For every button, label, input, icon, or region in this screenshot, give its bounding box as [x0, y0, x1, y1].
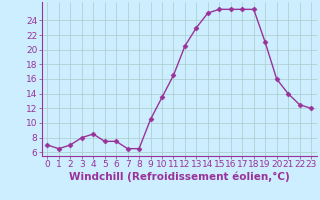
X-axis label: Windchill (Refroidissement éolien,°C): Windchill (Refroidissement éolien,°C)	[69, 172, 290, 182]
